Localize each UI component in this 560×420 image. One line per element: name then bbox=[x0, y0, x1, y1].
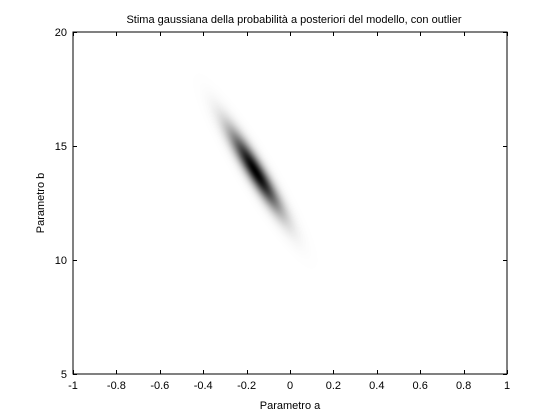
y-tick-labels: 5 10 15 20 bbox=[55, 27, 67, 381]
x-tick-label: 0.2 bbox=[326, 380, 341, 392]
y-axis-label: Parametro b bbox=[35, 173, 47, 234]
x-tick-label: -1 bbox=[68, 380, 78, 392]
axes-box bbox=[72, 31, 508, 375]
x-tick-label: 0.8 bbox=[456, 380, 471, 392]
y-tick-label: 5 bbox=[61, 369, 67, 381]
y-tick-label: 15 bbox=[55, 141, 67, 153]
chart-title: Stima gaussiana della probabilità a post… bbox=[126, 14, 461, 26]
x-tick-label: 0 bbox=[287, 380, 293, 392]
x-tick-label: 1 bbox=[504, 380, 510, 392]
y-tick-label: 20 bbox=[55, 27, 67, 39]
x-tick-label: -0.6 bbox=[150, 380, 169, 392]
x-tick-label: -0.2 bbox=[237, 380, 256, 392]
x-tick-label: -0.4 bbox=[194, 380, 213, 392]
y-tick-label: 10 bbox=[55, 255, 67, 267]
x-tick-label: 0.4 bbox=[369, 380, 384, 392]
x-tick-label: -0.8 bbox=[107, 380, 126, 392]
x-tick-label: 0.6 bbox=[413, 380, 428, 392]
posterior-density-heatmap bbox=[73, 32, 507, 374]
x-tick-labels: -1 -0.8 -0.6 -0.4 -0.2 0 0.2 0.4 0.6 0.8 1 bbox=[68, 380, 510, 392]
x-axis-label: Parametro a bbox=[260, 400, 321, 412]
